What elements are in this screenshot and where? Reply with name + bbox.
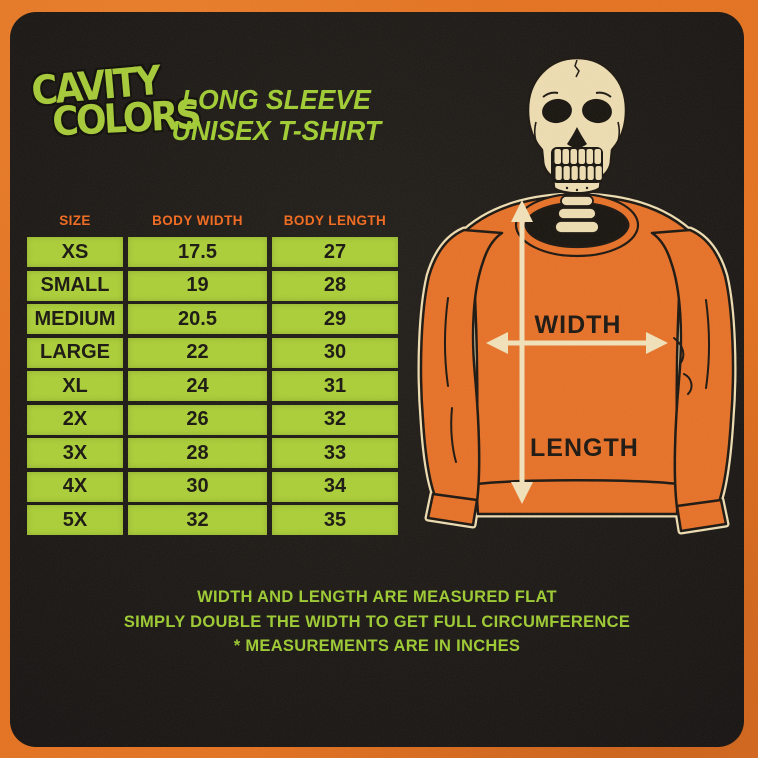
page-title: LONG SLEEVE UNISEX T-SHIRT: [168, 84, 385, 147]
body-length-cell: 34: [272, 471, 398, 502]
size-cell: XS: [27, 237, 123, 267]
skull-illustration: [526, 56, 628, 195]
body-width-cell: 28: [128, 438, 267, 468]
size-cell: 4X: [27, 471, 123, 502]
column-header-size: SIZE: [59, 213, 91, 228]
footnote-units: * MEASUREMENTS ARE IN INCHES: [233, 637, 521, 655]
title-line1: LONG SLEEVE: [181, 84, 371, 115]
body-length-cell: 30: [272, 337, 398, 368]
shirt-right-cuff: [675, 498, 728, 533]
body-width-cell: 26: [128, 404, 267, 435]
body-width-cell: 19: [128, 270, 267, 301]
body-length-cell: 29: [272, 304, 398, 334]
column-header-body-width: BODY WIDTH: [152, 213, 243, 228]
size-table-body: XS 17.5 27 SMALL 19 28 MEDIUM 20.5 29 LA…: [27, 237, 399, 535]
width-label: WIDTH: [535, 311, 622, 339]
shirt-hem-band: [474, 479, 680, 516]
size-table-header: SIZE BODY WIDTH BODY LENGTH: [27, 208, 399, 233]
body-length-cell: 32: [272, 404, 398, 435]
body-width-cell: 30: [128, 471, 267, 502]
footnote-measured-flat: WIDTH AND LENGTH ARE MEASURED FLAT: [197, 588, 557, 606]
body-width-cell: 24: [128, 371, 267, 401]
footnotes: WIDTH AND LENGTH ARE MEASURED FLAT SIMPL…: [10, 585, 744, 659]
footnote-circumference: SIMPLY DOUBLE THE WIDTH TO GET FULL CIRC…: [123, 612, 631, 631]
body-length-cell: 28: [272, 270, 398, 301]
body-width-cell: 17.5: [128, 237, 267, 267]
body-length-cell: 27: [272, 237, 398, 267]
body-length-cell: 35: [272, 505, 398, 535]
body-length-cell: 31: [272, 371, 398, 401]
size-cell: MEDIUM: [27, 304, 123, 334]
size-cell: SMALL: [27, 270, 123, 301]
body-width-cell: 22: [128, 337, 267, 368]
size-cell: 2X: [27, 404, 123, 435]
body-width-cell: 20.5: [128, 304, 267, 334]
size-cell: 5X: [27, 505, 123, 535]
body-width-cell: 32: [128, 505, 267, 535]
size-cell: LARGE: [27, 337, 123, 368]
title-line2: UNISEX T-SHIRT: [171, 115, 381, 147]
body-length-cell: 33: [272, 438, 398, 468]
shirt-left-cuff: [426, 492, 479, 527]
measurement-diagram: WIDTH LENGTH: [417, 56, 737, 535]
column-header-body-length: BODY LENGTH: [283, 213, 387, 228]
size-cell: 3X: [27, 438, 123, 468]
size-table: SIZE BODY WIDTH BODY LENGTH XS 17.5 27 S…: [27, 208, 399, 535]
length-label: LENGTH: [530, 434, 639, 462]
size-cell: XL: [27, 371, 123, 401]
